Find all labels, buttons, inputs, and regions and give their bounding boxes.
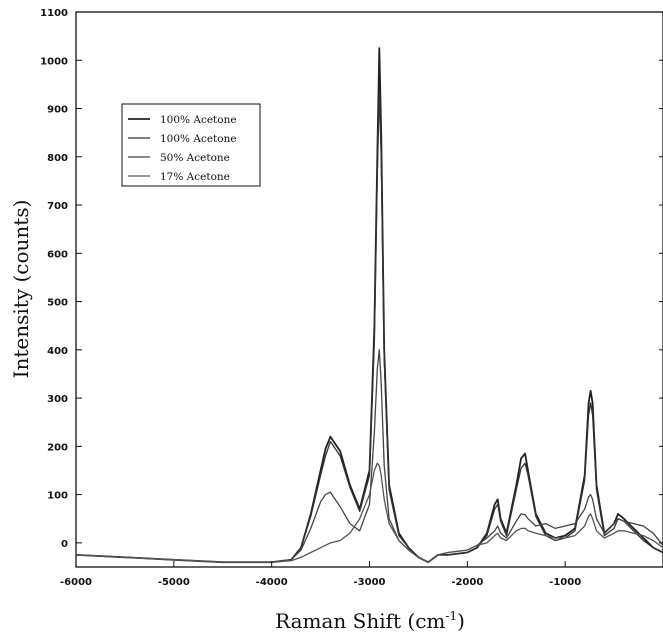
legend-label: 50% Acetone	[160, 152, 230, 164]
x-tick-label: -4000	[256, 577, 288, 588]
y-tick-label: 100	[47, 491, 68, 502]
y-tick-label: 900	[47, 105, 68, 116]
y-axis-title: Intensity (counts)	[9, 200, 33, 379]
y-tick-label: 500	[47, 298, 68, 309]
x-tick-label: -3000	[354, 577, 386, 588]
y-tick-label: 0	[61, 539, 68, 550]
series-line-4	[75, 462, 663, 563]
y-tick-label: 200	[47, 442, 68, 453]
x-tick-label: -1000	[549, 577, 581, 588]
legend-label: 17% Acetone	[160, 171, 230, 183]
x-tick-label: -6000	[60, 577, 92, 588]
legend-label: 100% Acetone	[160, 114, 237, 126]
plot-area	[75, 11, 663, 568]
legend-label: 100% Acetone	[160, 133, 237, 145]
series-line-2	[75, 90, 663, 563]
y-tick-label: 300	[47, 394, 68, 405]
y-tick-label: 800	[47, 153, 68, 164]
series-layer	[75, 47, 663, 564]
legend-box	[121, 103, 261, 187]
x-tick-label: -5000	[158, 577, 190, 588]
ticks-layer: -6000 -5000 -4000 -3000 -2000 -1000 0 100 200 300…	[40, 8, 663, 588]
y-tick-label: 600	[47, 249, 68, 260]
x-tick-label: -2000	[451, 577, 483, 588]
y-tick-label: 1100	[40, 8, 68, 19]
y-tick-label: 400	[47, 346, 68, 357]
legend: 100% Acetone 100% Acetone 50% Acetone 17% A…	[121, 103, 261, 187]
y-tick-label: 1000	[40, 56, 68, 67]
y-tick-label: 700	[47, 201, 68, 212]
x-axis-title: Raman Shift (cm-1)	[275, 609, 465, 633]
